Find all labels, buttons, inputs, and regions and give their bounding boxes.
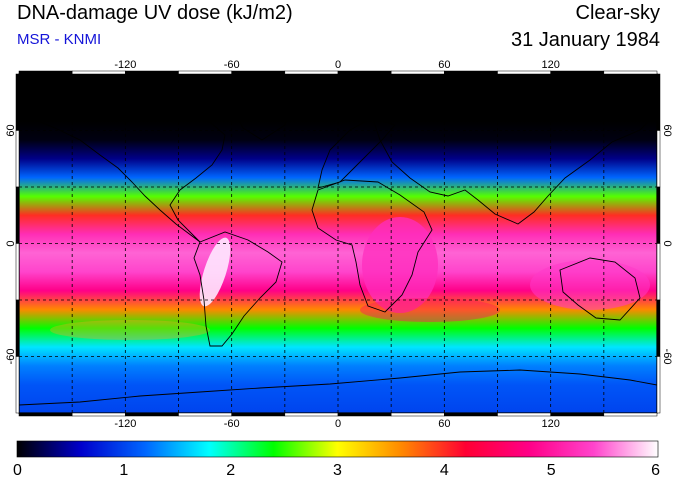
map-date: 31 January 1984: [510, 29, 660, 51]
lat-tick-label-right: 0: [661, 240, 673, 246]
top-border-tick: [550, 70, 605, 75]
lat-tick-label-right: -60: [661, 349, 673, 365]
andes-peak-zone: [199, 237, 231, 307]
top-border-tick: [390, 70, 445, 75]
lat-tick-label-right: 60: [661, 124, 673, 136]
bottom-border-tick: [18, 412, 73, 417]
lon-tick-label-bottom: 60: [438, 418, 450, 430]
bottom-border-tick: [125, 412, 179, 417]
bottom-border-tick: [603, 412, 658, 417]
right-border-tick: [656, 186, 661, 244]
lon-tick-label-top: 120: [541, 59, 559, 71]
south-america-coast: [193, 231, 283, 347]
top-border-tick: [603, 70, 658, 75]
australia-coast: [559, 257, 641, 321]
colorbar-tick-label: 3: [333, 462, 342, 479]
top-border-tick: [337, 70, 392, 75]
border-ticks: [15, 70, 661, 417]
lat-tick-label-left: -60: [5, 349, 17, 365]
left-border-tick: [15, 73, 20, 131]
bottom-border-tick: [71, 412, 126, 417]
bottom-border-tick: [390, 412, 445, 417]
africa-high-zone: [362, 217, 438, 313]
bottom-border-tick: [337, 412, 392, 417]
bottom-border-tick: [497, 412, 551, 417]
lon-labels-bottom: -120 -60 0 60 120: [114, 418, 560, 430]
antarctica-coast: [19, 369, 657, 406]
top-border-tick: [284, 70, 339, 75]
right-border-tick: [656, 73, 661, 131]
lon-tick-label-bottom: 120: [541, 418, 559, 430]
lat-labels-left: 60 0 -60: [5, 124, 17, 364]
left-border-tick: [15, 186, 20, 244]
bottom-border-tick: [178, 412, 232, 417]
right-border-tick: [656, 299, 661, 357]
africa-coast: [311, 179, 433, 313]
bottom-border-tick: [550, 412, 605, 417]
top-border-tick: [444, 70, 498, 75]
colorbar-tick-label: 5: [547, 462, 556, 479]
top-border-tick: [18, 70, 73, 75]
coastlines: [19, 87, 657, 406]
top-border-tick: [497, 70, 551, 75]
top-border-tick: [178, 70, 232, 75]
right-border-tick: [656, 130, 661, 188]
europe-coast: [317, 117, 396, 189]
top-border-tick: [125, 70, 179, 75]
lon-tick-label-bottom: -60: [224, 418, 240, 430]
north-america-coast: [28, 99, 226, 243]
bottom-border-tick: [284, 412, 339, 417]
lon-tick-label-top: 0: [335, 59, 341, 71]
lon-tick-label-top: -120: [114, 59, 136, 71]
bottom-border-tick: [231, 412, 286, 417]
lat-tick-label-left: 0: [5, 240, 17, 246]
bottom-border-tick: [444, 412, 498, 417]
colorbar-tick-label: 4: [440, 462, 449, 479]
colorbar-tick-label: 0: [13, 462, 22, 479]
colorbar-tick-label: 6: [651, 462, 660, 479]
lat-tick-label-left: 60: [5, 124, 17, 136]
sky-condition-label: Clear-sky: [575, 2, 660, 24]
lon-tick-label-top: 60: [438, 59, 450, 71]
data-source-label: MSR - KNMI: [17, 31, 102, 48]
australia-high-zone: [530, 260, 650, 310]
right-border-tick: [656, 243, 661, 301]
lon-labels-top: -120 -60 0 60 120: [114, 59, 560, 71]
greenland-coast: [229, 87, 299, 141]
map-title: DNA-damage UV dose (kJ/m2): [17, 2, 293, 24]
colorbar-tick-label: 1: [119, 462, 128, 479]
right-border-tick: [656, 356, 661, 414]
colorbar-tick-label: 2: [226, 462, 235, 479]
asia-coast: [371, 94, 657, 225]
lon-tick-label-bottom: -120: [114, 418, 136, 430]
lat-labels-right: 60 0 -60: [661, 124, 673, 364]
top-border-tick: [231, 70, 286, 75]
south-pacific-band: [50, 320, 210, 340]
lon-tick-label-bottom: 0: [335, 418, 341, 430]
left-border-tick: [15, 356, 20, 414]
graticule: [19, 74, 657, 413]
lon-tick-label-top: -60: [224, 59, 240, 71]
colorbar-labels: 0 1 2 3 4 5 6: [13, 462, 660, 479]
left-border-tick: [15, 299, 20, 357]
colorbar: [16, 440, 659, 458]
top-border-tick: [71, 70, 126, 75]
left-border-tick: [15, 130, 20, 188]
left-border-tick: [15, 243, 20, 301]
indian-ocean-band: [360, 298, 500, 322]
